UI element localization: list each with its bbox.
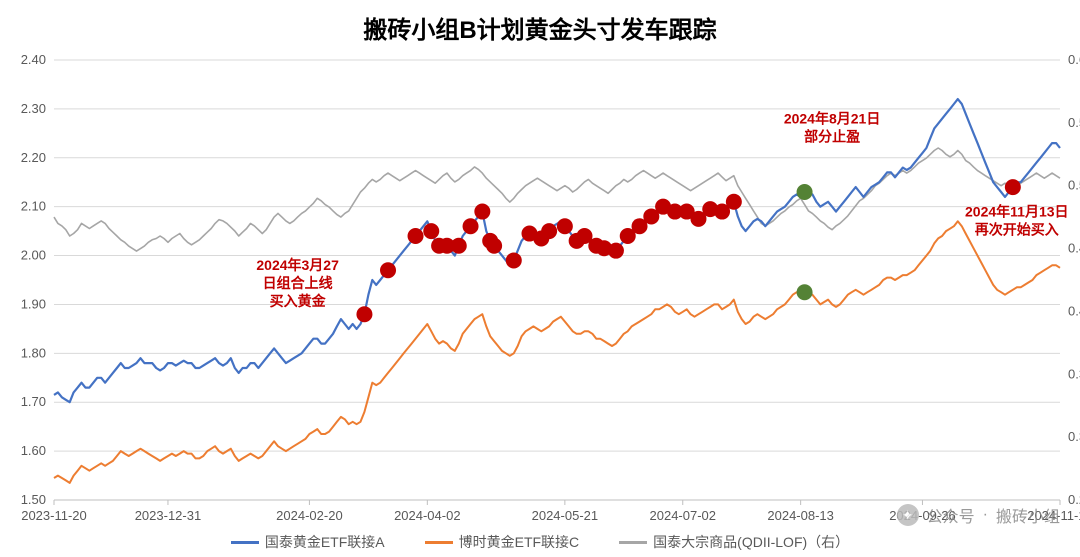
svg-text:0.35: 0.35 [1068,366,1080,381]
svg-text:0.40: 0.40 [1068,303,1080,318]
svg-text:再次开始买入: 再次开始买入 [975,221,1059,237]
svg-text:0.25: 0.25 [1068,492,1080,507]
svg-text:2024-05-21: 2024-05-21 [532,508,599,523]
legend-swatch [425,541,453,544]
legend-item: 博时黄金ETF联接C [425,532,580,552]
svg-text:2024-04-02: 2024-04-02 [394,508,461,523]
legend-swatch [231,541,259,544]
legend-item: 国泰黄金ETF联接A [231,532,385,552]
svg-text:2.30: 2.30 [21,101,46,116]
svg-text:1.60: 1.60 [21,443,46,458]
svg-text:2024年3月27: 2024年3月27 [256,257,339,273]
svg-text:2024-02-20: 2024-02-20 [276,508,343,523]
chart-container: 搬砖小组B计划黄金头寸发车跟踪 1.501.601.701.801.902.00… [0,0,1080,557]
svg-text:2023-12-31: 2023-12-31 [135,508,202,523]
svg-text:0.30: 0.30 [1068,429,1080,444]
svg-text:部分止盈: 部分止盈 [804,129,860,145]
svg-text:1.90: 1.90 [21,296,46,311]
watermark-name: 搬砖小组 [996,503,1060,527]
svg-text:2024-07-02: 2024-07-02 [650,508,717,523]
legend: 国泰黄金ETF联接A 博时黄金ETF联接C 国泰大宗商品(QDII-LOF)（右… [0,532,1080,552]
legend-item: 国泰大宗商品(QDII-LOF)（右） [619,532,849,552]
svg-text:0.50: 0.50 [1068,178,1080,193]
legend-label: 国泰大宗商品(QDII-LOF)（右） [653,532,849,552]
svg-text:1.50: 1.50 [21,492,46,507]
svg-text:0.45: 0.45 [1068,241,1080,256]
svg-text:日组合上线: 日组合上线 [263,275,333,291]
legend-swatch [619,541,647,544]
svg-text:2024年8月21日: 2024年8月21日 [784,111,881,127]
svg-text:2.20: 2.20 [21,150,46,165]
svg-text:2.10: 2.10 [21,199,46,214]
svg-text:1.80: 1.80 [21,345,46,360]
svg-text:2.40: 2.40 [21,52,46,67]
svg-text:2.00: 2.00 [21,248,46,263]
svg-text:2024-08-13: 2024-08-13 [767,508,834,523]
svg-text:买入黄金: 买入黄金 [270,293,327,309]
watermark: ✦ 公众号 · 搬砖小组 [897,503,1060,527]
legend-label: 博时黄金ETF联接C [459,532,580,552]
watermark-prefix: 公众号 [927,503,975,527]
chart-svg: 1.50 1.60 1.70 1.80 1.90 2.00 2.10 2.20 2.30 2.40… [0,0,1080,557]
svg-text:2023-11-20: 2023-11-20 [21,508,87,523]
svg-text:0.55: 0.55 [1068,115,1080,130]
svg-text:2024年11月13日: 2024年11月13日 [965,203,1069,219]
wechat-icon: ✦ [897,504,919,526]
svg-text:0.60: 0.60 [1068,52,1080,67]
legend-label: 国泰黄金ETF联接A [265,532,385,552]
watermark-sep: · [983,506,988,524]
svg-text:1.70: 1.70 [21,394,46,409]
